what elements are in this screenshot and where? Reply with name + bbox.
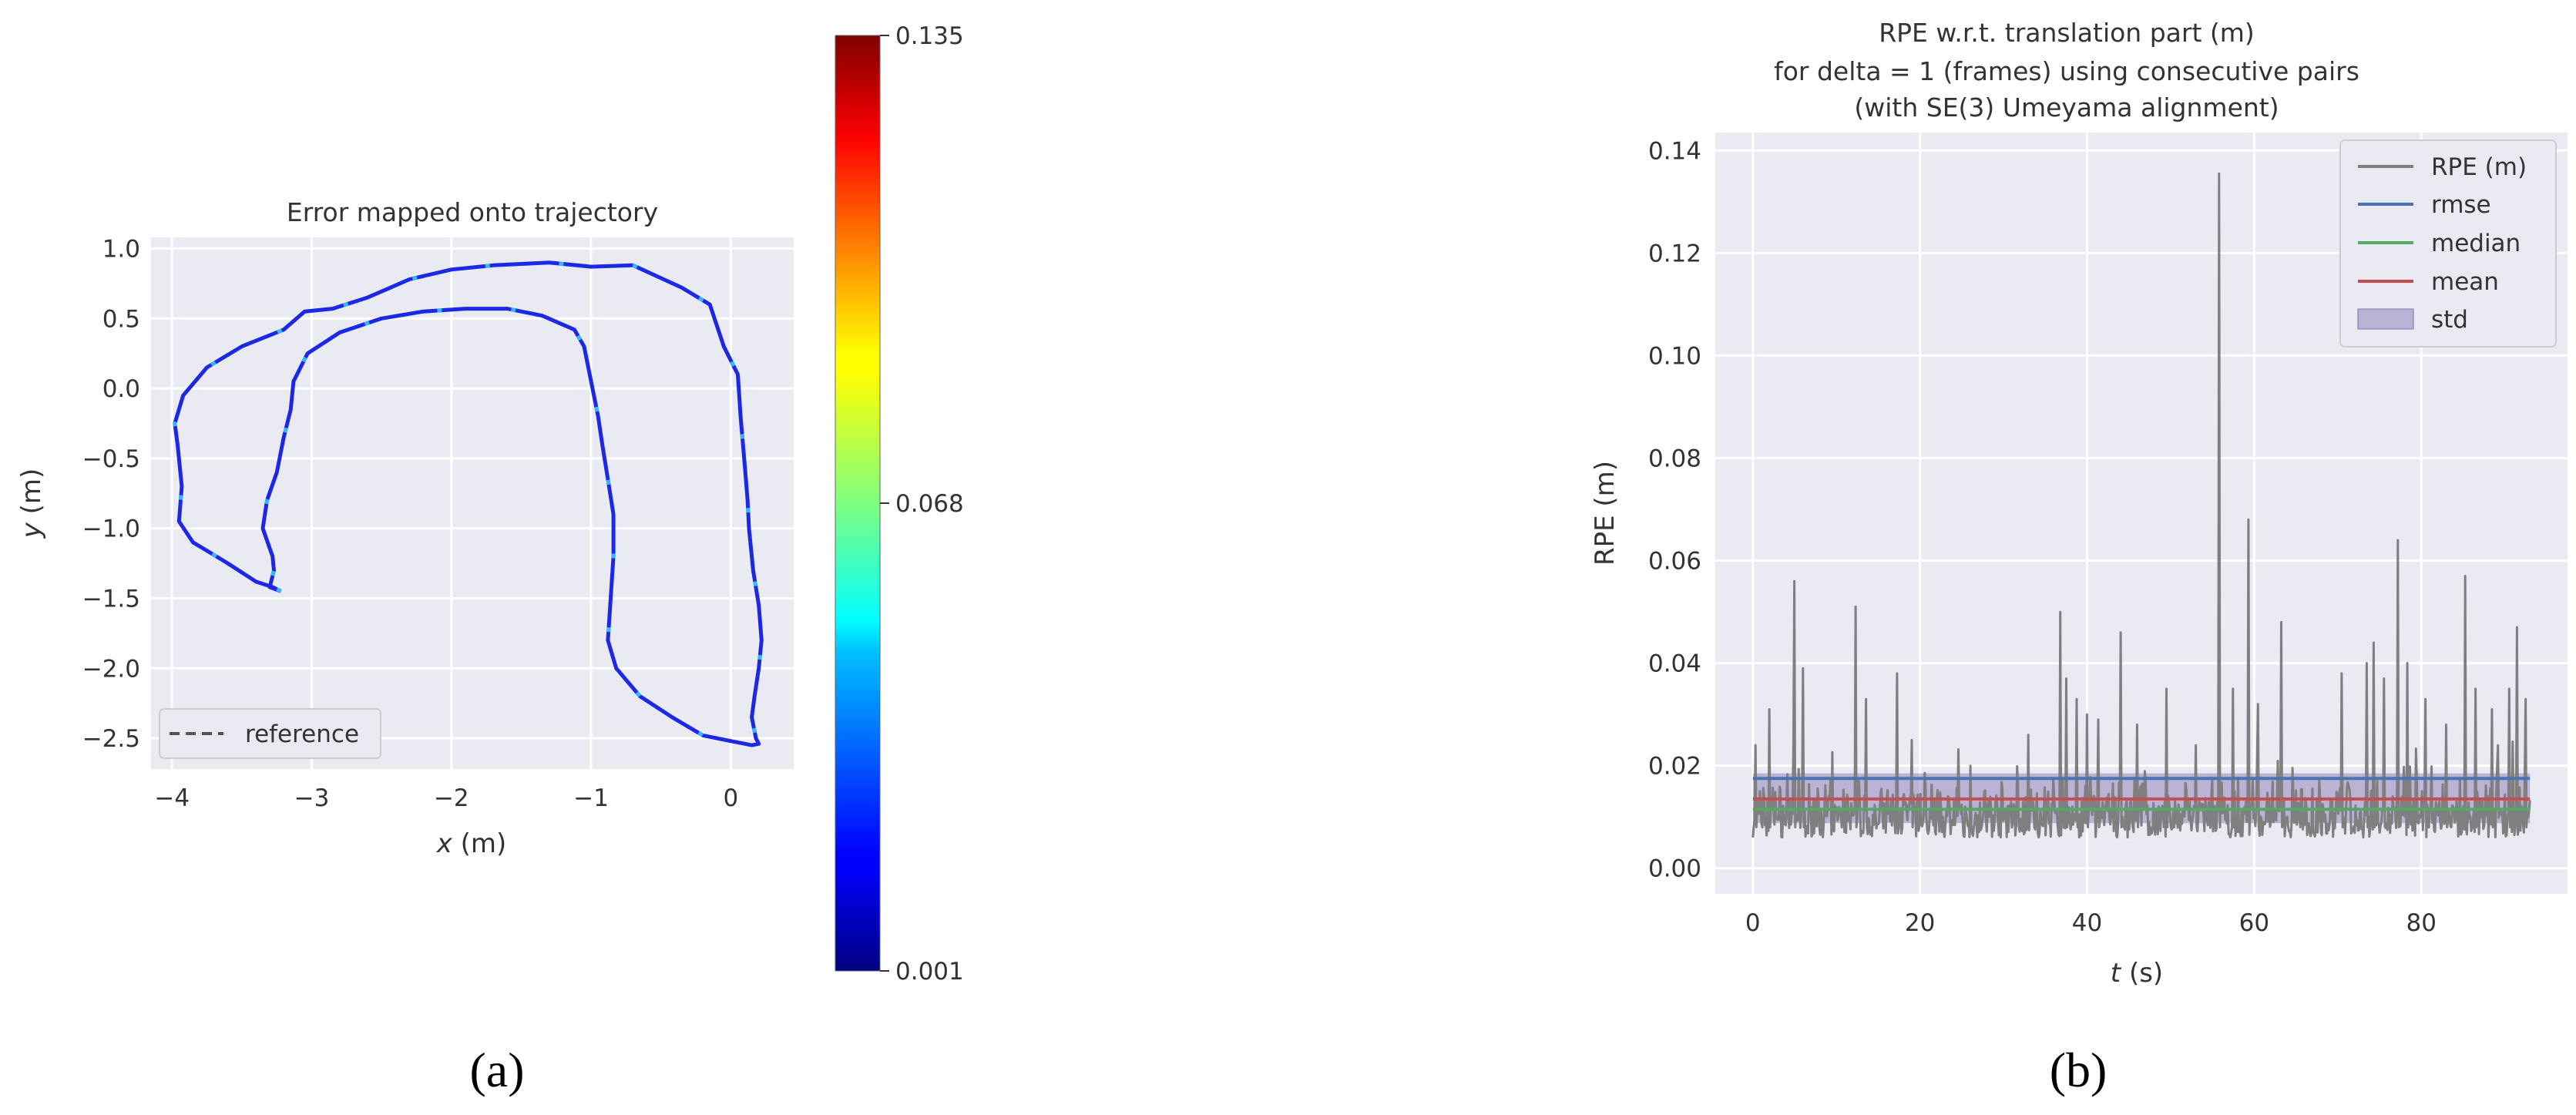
- chart-a-title: Error mapped onto trajectory: [287, 197, 658, 227]
- chart-b-x-tick-label: 80: [2406, 909, 2437, 937]
- chart-b-y-tick-label: 0.04: [1648, 650, 1701, 678]
- chart-a-y-tick-label: −2.0: [82, 655, 140, 683]
- legend-rpe-label: RPE (m): [2431, 153, 2527, 181]
- chart-b: RPE w.r.t. translation part (m) for delt…: [1590, 18, 2568, 1097]
- chart-b-x-ticks: 0 20 40 60 80: [1745, 909, 2437, 937]
- chart-b-y-tick-label: 0.00: [1648, 855, 1701, 883]
- chart-a-trajectory-highlights: [173, 260, 764, 747]
- chart-b-x-tick-label: 40: [2072, 909, 2102, 937]
- legend-mean-label: mean: [2431, 268, 2499, 296]
- chart-b-y-tick-label: 0.02: [1648, 753, 1701, 781]
- legend-std-label: std: [2431, 306, 2468, 334]
- chart-b-y-tick-label: 0.12: [1648, 240, 1701, 267]
- chart-a-grid: [151, 237, 794, 769]
- chart-b-y-tick-label: 0.08: [1648, 445, 1701, 472]
- chart-a-y-tick-label: 0.0: [102, 375, 140, 403]
- colorbar-gradient: [835, 35, 881, 972]
- legend-median-label: median: [2431, 230, 2521, 257]
- chart-b-y-tick-label: 0.10: [1648, 342, 1701, 370]
- chart-a-legend: reference: [159, 708, 381, 759]
- chart-b-y-axis-label: RPE (m): [1590, 461, 1620, 566]
- chart-b-y-ticks: 0.00 0.02 0.04 0.06 0.08 0.10 0.12 0.14: [1648, 137, 1701, 882]
- chart-a-y-tick-label: −1.5: [82, 585, 140, 613]
- chart-b-title-line-2: for delta = 1 (frames) using consecutive…: [1774, 56, 2359, 86]
- chart-a-x-tick-label: −1: [573, 784, 609, 812]
- colorbar-tick-label: 0.001: [895, 958, 964, 986]
- colorbar-tick-label: 0.068: [895, 490, 964, 518]
- chart-a-y-tick-label: 0.5: [102, 305, 140, 333]
- chart-a-x-axis-label: x (m): [436, 828, 507, 859]
- chart-a-y-tick-label: 1.0: [102, 236, 140, 264]
- chart-b-rpe-line: [1751, 172, 2531, 839]
- legend-reference-label: reference: [245, 720, 359, 748]
- chart-b-y-tick-label: 0.14: [1648, 137, 1701, 165]
- chart-a: Error mapped onto trajectory −4 −3 −2 −1 0 1…: [16, 22, 964, 1097]
- chart-a-y-tick-label: −0.5: [82, 445, 140, 473]
- colorbar-tick-label: 0.135: [895, 22, 964, 50]
- chart-a-x-tick-label: −4: [154, 784, 190, 812]
- chart-b-title-line-3: (with SE(3) Umeyama alignment): [1854, 92, 2279, 123]
- legend-std-swatch: [2357, 308, 2414, 330]
- colorbar-ticks: 0.135 0.068 0.001: [880, 22, 964, 986]
- panel-label-a: (a): [469, 1043, 524, 1097]
- chart-a-y-axis-label: y (m): [16, 469, 47, 539]
- chart-a-colorbar: 0.135 0.068 0.001: [835, 22, 964, 986]
- chart-b-x-axis-label: t (s): [2111, 958, 2163, 989]
- chart-a-x-tick-label: −2: [434, 784, 469, 812]
- chart-a-y-tick-label: −2.5: [82, 725, 140, 753]
- chart-b-y-tick-label: 0.06: [1648, 548, 1701, 576]
- chart-b-legend: RPE (m) rmse median mean std: [2339, 139, 2557, 348]
- chart-b-x-tick-label: 20: [1905, 909, 1935, 937]
- legend-rmse-label: rmse: [2431, 191, 2491, 219]
- chart-a-x-tick-label: 0: [724, 784, 739, 812]
- chart-a-plot-area: [151, 237, 794, 769]
- chart-b-x-tick-label: 60: [2239, 909, 2269, 937]
- panel-label-b: (b): [2050, 1043, 2107, 1097]
- chart-b-title-line-1: RPE w.r.t. translation part (m): [1879, 18, 2255, 48]
- chart-a-x-ticks: −4 −3 −2 −1 0: [154, 784, 738, 812]
- chart-a-y-ticks: 1.0 0.5 0.0 −0.5 −1.0 −1.5 −2.0 −2.5: [82, 236, 140, 754]
- chart-a-y-tick-label: −1.0: [82, 516, 140, 543]
- chart-a-x-tick-label: −3: [294, 784, 330, 812]
- chart-b-x-tick-label: 0: [1745, 909, 1761, 937]
